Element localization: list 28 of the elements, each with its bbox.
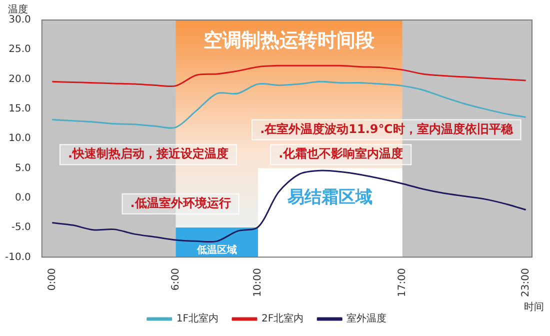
band-label: 低温区域 (196, 244, 237, 256)
y-axis-title: 温度 (8, 4, 28, 16)
line-series (51, 64, 527, 88)
x-tick-label: 10:00 (252, 268, 264, 298)
y-tick-label: 15.0 (8, 104, 31, 115)
legend-label: 1F北室内 (176, 312, 219, 325)
line-series (51, 170, 527, 243)
annotation: .快速制热启动，接近设定温度 (68, 146, 229, 161)
y-tick-label: 25.0 (8, 44, 31, 56)
legend-label: 室外温度 (346, 312, 387, 325)
x-tick-label: 6:00 (170, 268, 182, 291)
y-tick-label: 0.0 (14, 192, 31, 204)
y-tick-label: 5.0 (14, 162, 31, 174)
y-tick-label: -5.0 (11, 222, 31, 234)
band-label: 易结霜区域 (286, 187, 373, 208)
y-tick-label: 10.0 (8, 133, 31, 144)
annotation: .低温室外环境运行 (130, 196, 231, 210)
y-tick-label: -10.0 (5, 252, 31, 263)
x-tick-label: 17:00 (396, 268, 408, 298)
annotation: .在室外温度波动11.9℃时，室内温度依旧平稳 (260, 122, 514, 136)
x-axis-title: 时间 (524, 300, 544, 313)
legend-label: 2F北室内 (262, 312, 304, 325)
x-tick-label: 23:00 (520, 268, 532, 298)
y-tick-label: 20.0 (8, 74, 31, 85)
y-tick-label: 30.0 (8, 14, 31, 26)
annotation: .化霜也不影响室内温度 (278, 146, 404, 161)
band-label: 空调制热运转时间段 (203, 29, 376, 52)
x-tick-label: 0:00 (46, 268, 58, 291)
